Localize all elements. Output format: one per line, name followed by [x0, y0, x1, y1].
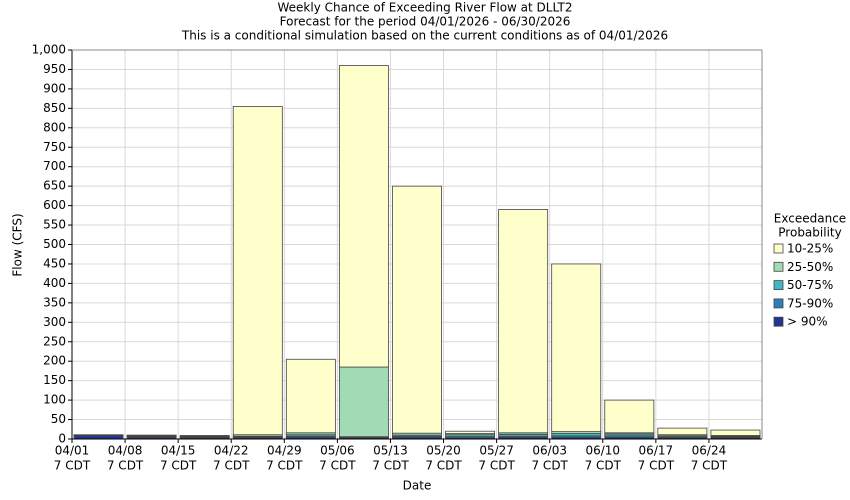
x-tick-label: 7 CDT [531, 459, 568, 473]
x-axis-label: Date [403, 479, 432, 493]
bar-segment [179, 435, 230, 437]
y-tick-label: 50 [51, 412, 66, 426]
y-tick-label: 600 [43, 198, 66, 212]
x-tick-label: 7 CDT [213, 459, 250, 473]
x-tick-label: 04/01 [55, 444, 90, 458]
y-tick-label: 250 [43, 334, 66, 348]
bar-segment [392, 185, 442, 434]
y-tick-label: 550 [43, 218, 66, 232]
bar-segment [604, 399, 655, 434]
chart-subtitle: Forecast for the period 04/01/2026 - 06/… [280, 15, 571, 29]
x-tick-label: 05/13 [373, 444, 408, 458]
y-tick-label: 900 [43, 81, 66, 95]
legend-label: > 90% [787, 315, 828, 329]
legend-label: 75-90% [787, 296, 833, 310]
y-tick-label: 750 [43, 140, 66, 154]
y-tick-label: 150 [43, 373, 66, 387]
x-tick-label: 7 CDT [585, 459, 622, 473]
x-tick-label: 06/10 [585, 444, 620, 458]
x-tick-label: 06/03 [532, 444, 567, 458]
chart-note: This is a conditional simulation based o… [181, 29, 668, 43]
x-tick-label: 7 CDT [372, 459, 409, 473]
legend-title: Exceedance [774, 212, 846, 226]
x-tick-label: 05/27 [479, 444, 514, 458]
x-tick-label: 04/15 [161, 444, 196, 458]
legend-swatch [773, 243, 784, 254]
x-tick-label: 06/17 [639, 444, 674, 458]
bar-segment [551, 263, 602, 433]
x-tick-label: 7 CDT [160, 459, 197, 473]
bar-segment [232, 106, 283, 436]
y-tick-label: 950 [43, 62, 66, 76]
legend-swatch [773, 280, 784, 291]
x-tick-label: 04/08 [108, 444, 143, 458]
y-tick-label: 0 [58, 432, 66, 446]
y-tick-label: 400 [43, 276, 66, 290]
x-tick-label: 04/22 [214, 444, 249, 458]
y-tick-label: 650 [43, 179, 66, 193]
y-tick-label: 800 [43, 120, 66, 134]
legend-label: 50-75% [787, 278, 833, 292]
y-tick-label: 850 [43, 101, 66, 115]
y-tick-label: 500 [43, 237, 66, 251]
x-tick-label: 7 CDT [425, 459, 462, 473]
bar-segment [73, 435, 124, 440]
bar-segment [710, 429, 761, 436]
legend-swatch [773, 316, 784, 327]
x-tick-label: 7 CDT [478, 459, 515, 473]
legend-title: Probability [778, 226, 841, 240]
x-tick-label: 7 CDT [638, 459, 675, 473]
bar-segment [498, 209, 549, 434]
legend-swatch [773, 298, 784, 309]
y-tick-label: 200 [43, 354, 66, 368]
x-tick-label: 06/24 [692, 444, 727, 458]
x-tick-label: 7 CDT [319, 459, 356, 473]
x-tick-label: 05/06 [320, 444, 355, 458]
y-tick-label: 100 [43, 393, 66, 407]
x-tick-label: 7 CDT [266, 459, 303, 473]
bar-segment [338, 65, 389, 368]
y-tick-label: 1,000 [32, 43, 66, 57]
y-axis-label: Flow (CFS) [11, 213, 25, 276]
legend-label: 10-25% [787, 242, 833, 256]
y-tick-label: 350 [43, 295, 66, 309]
bar-segment [338, 366, 389, 438]
x-tick-label: 7 CDT [107, 459, 144, 473]
chart-title: Weekly Chance of Exceeding River Flow at… [278, 1, 573, 15]
bar-segment [285, 358, 336, 434]
x-tick-label: 04/29 [267, 444, 302, 458]
y-tick-label: 700 [43, 159, 66, 173]
x-tick-label: 7 CDT [54, 459, 91, 473]
bar-segment [445, 430, 496, 434]
y-tick-label: 450 [43, 256, 66, 270]
x-tick-label: 7 CDT [691, 459, 728, 473]
legend-swatch [773, 261, 784, 272]
x-tick-label: 05/20 [426, 444, 461, 458]
legend-label: 25-50% [787, 260, 833, 274]
y-tick-label: 300 [43, 315, 66, 329]
bar-segment [657, 427, 708, 436]
